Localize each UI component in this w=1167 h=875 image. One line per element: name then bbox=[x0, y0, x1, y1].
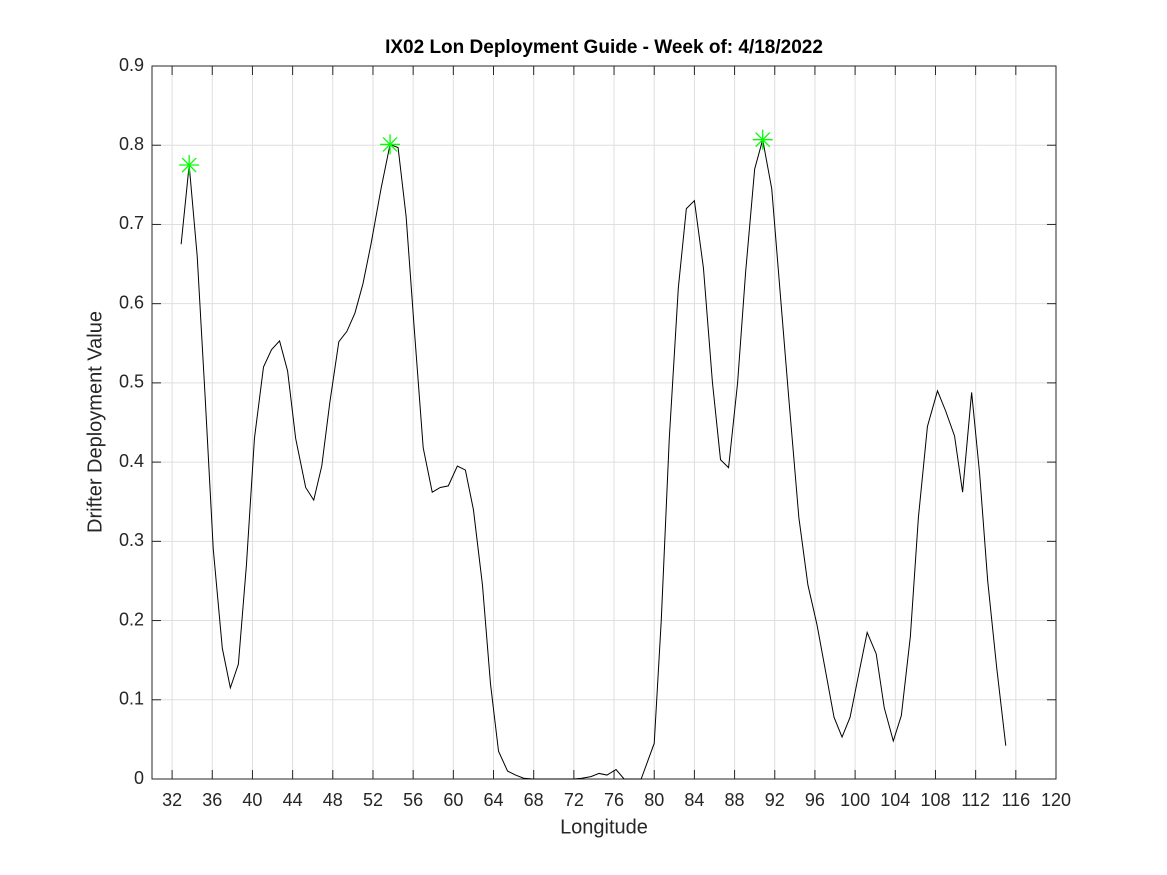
y-tick-label: 0 bbox=[134, 768, 144, 788]
plot-frame bbox=[151, 65, 1057, 780]
star-stroke bbox=[755, 132, 771, 148]
y-tick-label: 0.5 bbox=[119, 372, 144, 392]
x-tick-label: 80 bbox=[644, 790, 664, 810]
y-axis-label: Drifter Deployment Value bbox=[84, 311, 106, 533]
x-tick-label: 64 bbox=[483, 790, 503, 810]
x-tick-label: 36 bbox=[202, 790, 222, 810]
x-tick-label: 92 bbox=[765, 790, 785, 810]
x-tick-label: 96 bbox=[805, 790, 825, 810]
x-tick-label: 112 bbox=[961, 790, 990, 810]
x-tick-label: 56 bbox=[403, 790, 423, 810]
chart-title: IX02 Lon Deployment Guide - Week of: 4/1… bbox=[385, 37, 823, 58]
x-tick-label: 60 bbox=[443, 790, 463, 810]
star-marker bbox=[752, 129, 773, 150]
y-tick-label: 0.9 bbox=[119, 55, 144, 75]
y-tick-label: 0.7 bbox=[119, 213, 144, 233]
x-tick-label: 40 bbox=[242, 790, 262, 810]
x-tick-label: 88 bbox=[725, 790, 745, 810]
star-marker bbox=[179, 155, 200, 176]
data-line bbox=[180, 139, 1007, 780]
x-tick-label: 84 bbox=[684, 790, 704, 810]
y-tick-label: 0.6 bbox=[119, 292, 144, 312]
y-tick-label: 0.3 bbox=[119, 530, 144, 550]
y-tick-label: 0.8 bbox=[119, 134, 144, 154]
x-tick-label: 32 bbox=[162, 790, 182, 810]
x-tick-label: 48 bbox=[323, 790, 343, 810]
star-stroke bbox=[181, 157, 197, 173]
y-tick-label: 0.4 bbox=[119, 451, 144, 471]
x-tick-label: 104 bbox=[880, 790, 910, 810]
x-tick-label: 52 bbox=[363, 790, 383, 810]
star-stroke bbox=[382, 136, 398, 152]
x-tick-label: 76 bbox=[604, 790, 624, 810]
x-tick-label: 108 bbox=[920, 790, 950, 810]
y-tick-label: 0.2 bbox=[119, 609, 144, 629]
x-tick-label: 116 bbox=[1001, 790, 1030, 810]
star-marker bbox=[380, 134, 401, 155]
x-axis-label: Longitude bbox=[560, 816, 648, 838]
y-tick-label: 0.1 bbox=[119, 689, 144, 709]
x-tick-label: 44 bbox=[283, 790, 303, 810]
x-tick-label: 72 bbox=[564, 790, 584, 810]
x-tick-label: 100 bbox=[840, 790, 870, 810]
x-tick-label: 120 bbox=[1041, 790, 1071, 810]
x-tick-label: 68 bbox=[524, 790, 544, 810]
